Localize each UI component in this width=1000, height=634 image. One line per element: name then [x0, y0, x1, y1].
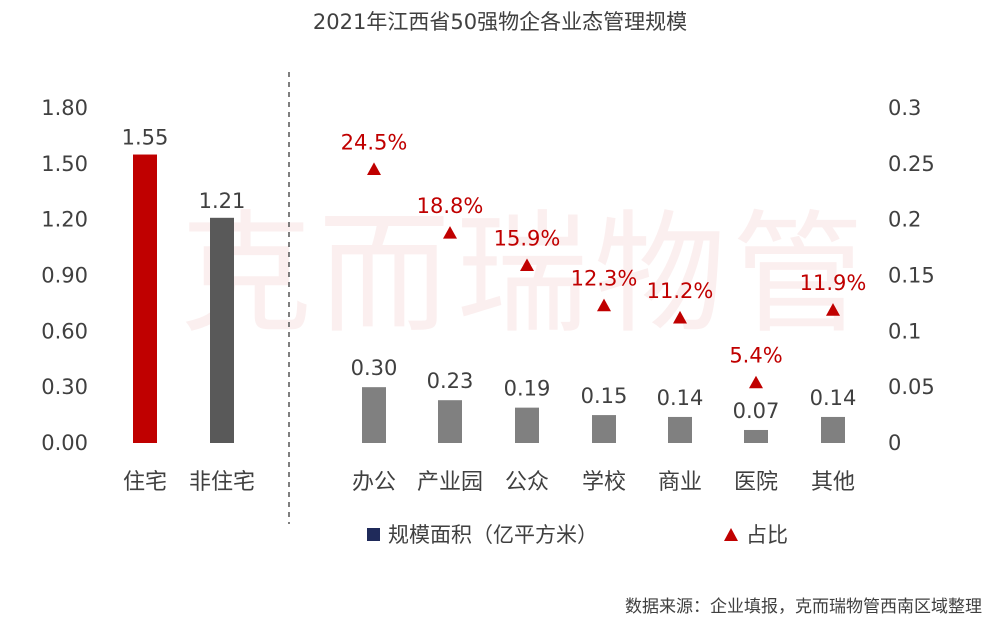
share-marker-triangle [367, 162, 381, 176]
y-right-tick-label: 0.25 [888, 152, 935, 176]
category-label: 商业 [658, 470, 702, 495]
legend-label-area: 规模面积（亿平方米） [388, 523, 598, 547]
share-marker-triangle [826, 303, 840, 316]
bar-办公 [362, 387, 386, 443]
bar-value-label: 1.21 [199, 189, 246, 213]
share-marker-triangle [597, 298, 611, 312]
category-label: 住宅 [123, 470, 167, 495]
y-left-tick-label: 0.60 [41, 319, 88, 343]
y-right-tick-label: 0.3 [888, 96, 921, 120]
legend-square-icon [367, 528, 380, 541]
share-value-label: 12.3% [571, 267, 638, 291]
y-right-tick-label: 0 [888, 431, 901, 455]
y-left-tick-label: 0.30 [41, 375, 88, 399]
bar-value-label: 0.07 [733, 399, 780, 423]
y-right-tick-label: 0.1 [888, 319, 921, 343]
share-marker-triangle [443, 226, 457, 239]
bar-value-label: 1.55 [122, 126, 169, 150]
share-value-label: 11.9% [800, 271, 867, 295]
share-value-label: 24.5% [341, 130, 408, 154]
y-left-tick-label: 1.50 [41, 152, 88, 176]
share-value-label: 5.4% [729, 344, 782, 368]
bar-value-label: 0.23 [427, 369, 474, 393]
category-label: 非住宅 [189, 470, 255, 495]
category-label: 其他 [811, 470, 855, 495]
bar-value-label: 0.15 [581, 384, 628, 408]
bar-value-label: 0.19 [504, 377, 551, 401]
bar-产业园 [438, 400, 462, 443]
bar-value-label: 0.14 [810, 386, 857, 410]
share-marker-triangle [749, 375, 763, 389]
y-right-tick-label: 0.05 [888, 375, 935, 399]
bar-学校 [592, 415, 616, 443]
y-right-tick-label: 0.15 [888, 264, 935, 288]
share-marker-triangle [673, 310, 687, 324]
bar-其他 [821, 416, 845, 443]
bar-医院 [744, 429, 768, 443]
category-label: 办公 [352, 470, 396, 495]
y-right-tick-label: 0.2 [888, 208, 921, 232]
category-label: 公众 [505, 470, 549, 495]
bar-value-label: 0.14 [657, 386, 704, 410]
bar-商业 [668, 416, 692, 443]
legend-triangle-icon [724, 528, 738, 541]
y-left-tick-label: 1.20 [41, 208, 88, 232]
chart-title: 2021年江西省50强物企各业态管理规模 [312, 10, 688, 34]
category-label: 学校 [582, 470, 626, 495]
share-marker-triangle [520, 258, 534, 272]
share-value-label: 18.8% [417, 194, 484, 218]
legend-label-share: 占比 [746, 523, 788, 547]
bar-住宅 [133, 154, 157, 443]
y-left-tick-label: 0.90 [41, 264, 88, 288]
bar-公众 [515, 407, 539, 443]
source-note: 数据来源：企业填报，克而瑞物管西南区域整理 [625, 597, 982, 617]
share-value-label: 15.9% [494, 226, 561, 250]
y-left-tick-label: 0.00 [41, 431, 88, 455]
share-value-label: 11.2% [647, 279, 714, 303]
bar-value-label: 0.30 [351, 356, 398, 380]
y-left-tick-label: 1.80 [41, 96, 88, 120]
bar-非住宅 [210, 217, 234, 443]
category-label: 产业园 [417, 470, 483, 495]
category-label: 医院 [734, 470, 778, 495]
